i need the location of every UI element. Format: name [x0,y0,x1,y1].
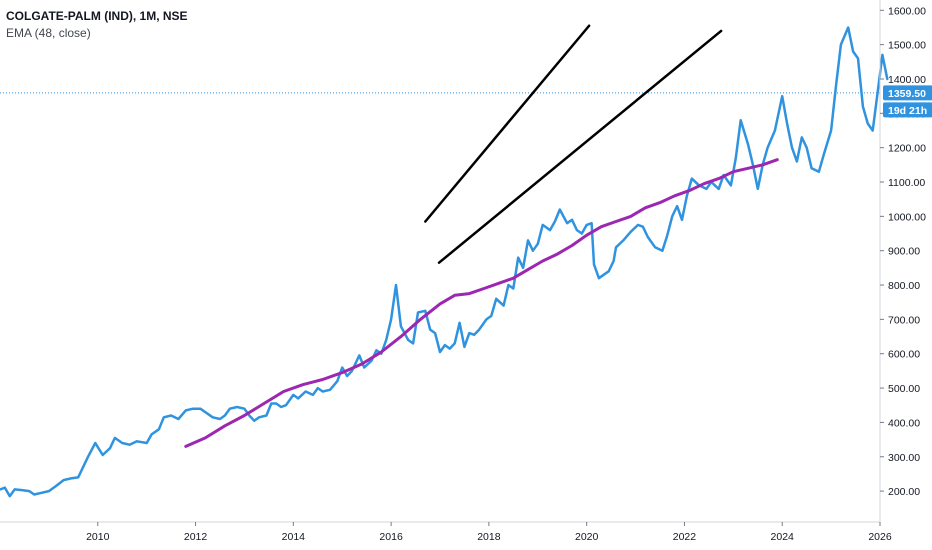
chart-legend: COLGATE-PALM (IND), 1M, NSE EMA (48, clo… [6,8,188,42]
y-tick-label: 500.00 [888,383,920,395]
x-tick-label: 2026 [868,531,892,543]
price-tags: 1359.50 19d 21h [883,85,932,118]
legend-indicator[interactable]: EMA (48, close) [6,26,91,40]
last-price-tag-label: 1359.50 [888,88,926,100]
y-tick-label: 1400.00 [888,74,926,86]
last-price-tag [883,85,932,101]
chart-lines [0,24,889,498]
y-tick-label: 600.00 [888,349,920,361]
x-tick-label: 2020 [575,531,599,543]
y-tick-label: 700.00 [888,314,920,326]
y-tick-label: 400.00 [888,417,920,429]
y-tick-label: 300.00 [888,452,920,464]
lower-trendline[interactable] [437,29,723,264]
x-tick-label: 2010 [86,531,110,543]
countdown-tag-label: 19d 21h [888,105,927,117]
y-tick-label: 1100.00 [888,177,925,189]
x-tick-label: 2014 [282,531,306,543]
y-tick-label: 1600.00 [888,5,926,17]
y-tick-label: 1200.00 [888,143,926,155]
countdown-tag [883,102,932,118]
upper-trendline[interactable] [424,24,591,223]
price-line[interactable] [0,26,889,498]
x-tick-label: 2012 [184,531,208,543]
ema-line[interactable] [184,158,779,448]
x-tick-label: 2024 [771,531,795,543]
y-tick-label: 800.00 [888,280,920,292]
y-tick-label: 900.00 [888,246,920,258]
x-tick-label: 2016 [379,531,403,543]
price-axis[interactable]: 200.00 300.00 400.00 500.00 600.00 700.00 800.… [879,0,926,522]
time-axis[interactable]: 2010 2012 2014 2016 2018 2020 2022 2024 2026 [0,521,892,543]
x-tick-label: 2022 [673,531,697,543]
y-tick-label: 1500.00 [888,40,926,52]
y-tick-label: 1000.00 [888,211,926,223]
x-tick-label: 2018 [477,531,501,543]
legend-symbol[interactable]: COLGATE-PALM (IND), 1M, NSE [6,9,188,23]
y-tick-label: 200.00 [888,486,920,498]
